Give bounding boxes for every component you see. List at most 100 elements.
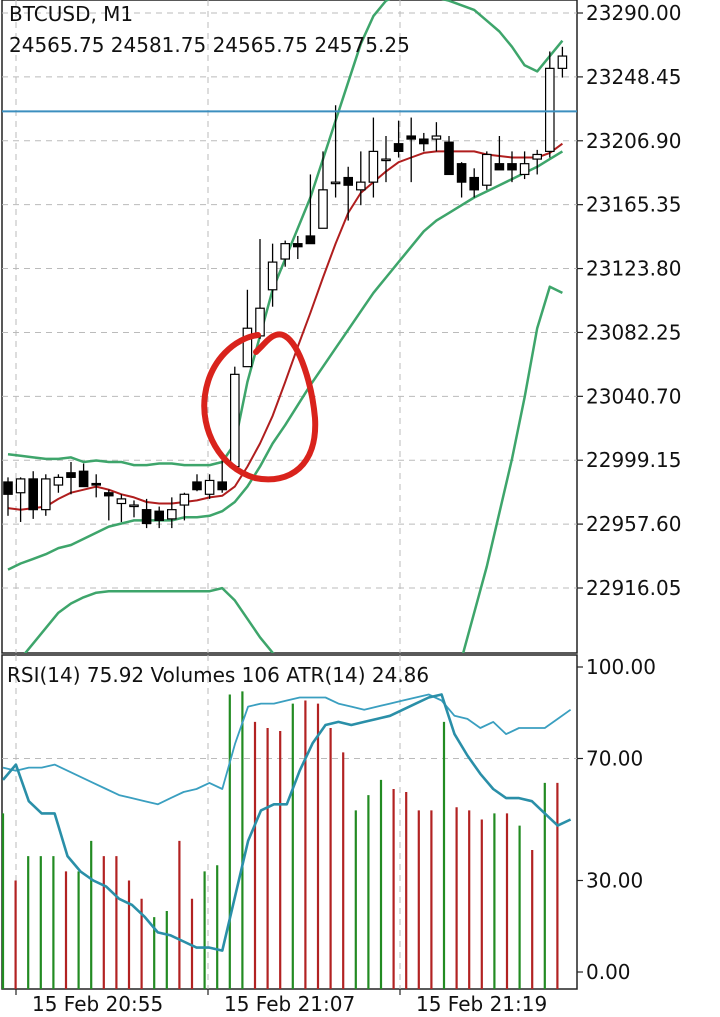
candle xyxy=(557,46,568,78)
candle xyxy=(507,151,517,183)
candlesticks xyxy=(3,46,568,529)
candle-body xyxy=(419,138,429,145)
candle-body xyxy=(217,481,227,491)
candle-body xyxy=(53,476,64,486)
candle-body xyxy=(15,478,26,494)
candle xyxy=(15,477,26,522)
indicator-tick-label: 70.00 xyxy=(586,747,643,771)
candle-body xyxy=(330,181,341,185)
grid-lines xyxy=(2,0,577,989)
candle-body xyxy=(507,163,517,171)
candle xyxy=(356,151,366,206)
candle-body xyxy=(343,176,353,186)
candle-body xyxy=(356,181,366,191)
candle xyxy=(330,105,341,198)
atr-line xyxy=(2,693,572,806)
candle xyxy=(431,122,442,152)
candle xyxy=(381,136,391,183)
price-tick-label: 23123.80 xyxy=(586,257,681,281)
candle-body xyxy=(66,472,76,478)
symbol-title: BTCUSD, M1 xyxy=(9,2,133,26)
candle-body xyxy=(532,153,542,160)
candle-body xyxy=(40,478,51,511)
candle xyxy=(419,132,429,152)
candle-body xyxy=(368,150,379,183)
candle xyxy=(255,239,265,339)
candle xyxy=(230,366,240,472)
candle-body xyxy=(519,163,530,176)
candle-body xyxy=(469,176,479,191)
candle-body xyxy=(167,509,177,520)
candle xyxy=(179,492,190,521)
candle-body xyxy=(3,481,13,495)
price-tick-label: 22957.60 xyxy=(586,512,681,536)
candle-body xyxy=(78,470,89,488)
candle xyxy=(192,474,202,492)
price-tick-label: 23040.70 xyxy=(586,384,681,408)
candle xyxy=(469,168,479,198)
candle xyxy=(66,461,76,495)
candle xyxy=(318,151,328,229)
candle xyxy=(406,117,416,183)
candle-body xyxy=(204,479,215,495)
candle-body xyxy=(91,482,101,486)
indicator-readout: RSI(14) 75.92 Volumes 106 ATR(14) 24.86 xyxy=(7,663,429,687)
candle xyxy=(456,162,467,198)
indicator-panel xyxy=(1,654,578,990)
candle xyxy=(91,474,101,498)
candle-body xyxy=(293,243,303,248)
price-tick-label: 22916.05 xyxy=(586,576,681,600)
candle-body xyxy=(116,498,127,505)
candle-body xyxy=(255,307,265,337)
candle-body xyxy=(431,135,442,140)
candle xyxy=(280,240,290,267)
candle xyxy=(544,51,555,158)
price-panel xyxy=(1,0,578,654)
candle xyxy=(305,174,316,245)
annotation-circle xyxy=(201,331,319,483)
price-tick-label: 22999.15 xyxy=(586,448,681,472)
candle-body xyxy=(242,327,253,368)
indicator-tick-label: 100.00 xyxy=(586,655,656,679)
candle xyxy=(78,463,89,488)
candle xyxy=(167,497,177,529)
candle xyxy=(154,506,164,529)
candle xyxy=(343,166,353,221)
candle-body xyxy=(318,189,328,229)
candle-body xyxy=(393,143,404,152)
candle xyxy=(393,120,404,158)
candle-body xyxy=(280,243,290,260)
candle xyxy=(368,117,379,198)
rsi-line xyxy=(2,693,572,952)
candle xyxy=(116,494,127,522)
candle xyxy=(444,136,454,176)
candle-body xyxy=(444,141,454,176)
time-tick-label: 15 Feb 20:55 xyxy=(32,992,163,1016)
candle-body xyxy=(381,158,391,162)
candle xyxy=(3,477,13,516)
candle xyxy=(242,289,253,368)
candle-body xyxy=(544,67,555,152)
bollinger-outer-line xyxy=(23,285,563,653)
candle xyxy=(494,136,505,171)
candle-body xyxy=(192,481,202,491)
candle xyxy=(519,151,530,180)
indicator-tick-label: 30.00 xyxy=(586,869,643,893)
indicator-tick-label: 0.00 xyxy=(586,960,631,984)
candle-body xyxy=(456,163,467,183)
candle xyxy=(293,235,303,260)
candle-body xyxy=(230,373,240,468)
price-axis-labels: 23290.00 23248.45 23206.90 23165.35 23123.80… xyxy=(577,1,681,600)
candle-body xyxy=(179,493,190,506)
price-tick-label: 23290.00 xyxy=(586,1,681,25)
candle xyxy=(28,471,38,519)
candle-body xyxy=(141,509,152,525)
candle-body xyxy=(129,504,139,508)
bollinger-upper-line xyxy=(7,0,564,467)
price-tick-label: 23082.25 xyxy=(586,320,681,344)
candle xyxy=(129,500,139,518)
candle-body xyxy=(305,235,316,245)
indicator-axis-labels: 100.00 70.00 30.00 0.00 xyxy=(577,655,656,984)
candle-body xyxy=(406,135,416,140)
